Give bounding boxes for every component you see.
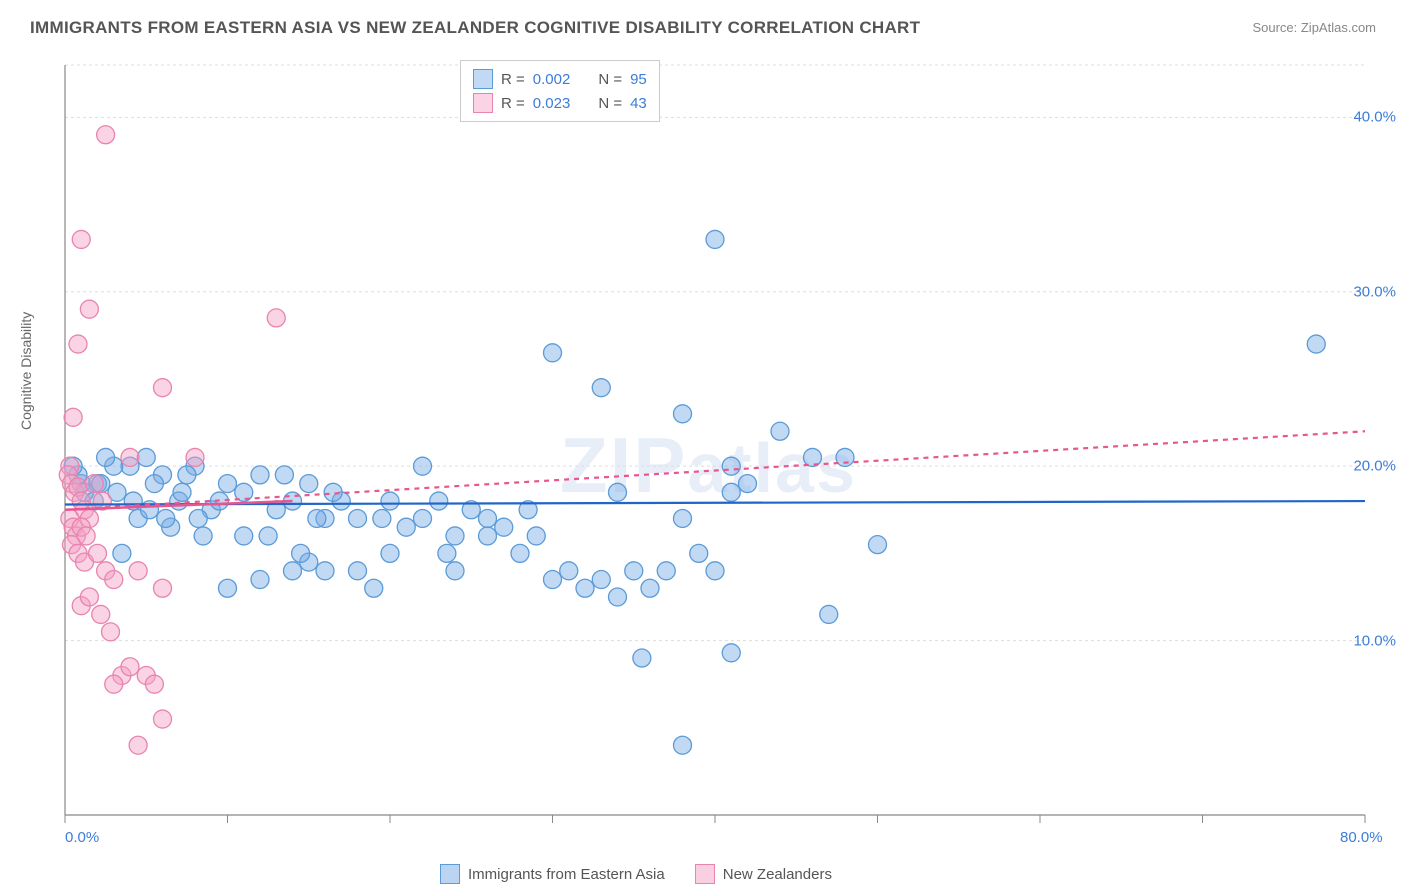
x-tick-label: 80.0% (1340, 829, 1383, 846)
chart-svg (55, 55, 1375, 825)
chart-title: IMMIGRANTS FROM EASTERN ASIA VS NEW ZEAL… (30, 18, 920, 38)
legend-stats: R = 0.002 N = 95 R = 0.023 N = 43 (460, 60, 660, 122)
r-label: R = (501, 71, 525, 88)
y-axis-label: Cognitive Disability (18, 312, 34, 430)
n-value: 43 (630, 95, 647, 112)
y-tick-label: 10.0% (1353, 632, 1396, 649)
y-tick-label: 40.0% (1353, 109, 1396, 126)
n-label: N = (598, 95, 622, 112)
legend-stat-row: R = 0.002 N = 95 (473, 67, 647, 91)
n-label: N = (598, 71, 622, 88)
legend-swatch (695, 864, 715, 884)
legend-stat-row: R = 0.023 N = 43 (473, 91, 647, 115)
legend-swatch (473, 93, 493, 113)
legend-label: New Zealanders (723, 866, 832, 883)
r-value: 0.023 (533, 95, 571, 112)
legend-bottom: Immigrants from Eastern Asia New Zealande… (440, 864, 832, 884)
legend-item: Immigrants from Eastern Asia (440, 864, 665, 884)
legend-swatch (440, 864, 460, 884)
r-label: R = (501, 95, 525, 112)
y-tick-label: 20.0% (1353, 458, 1396, 475)
y-tick-label: 30.0% (1353, 283, 1396, 300)
legend-item: New Zealanders (695, 864, 832, 884)
x-tick-label: 0.0% (65, 829, 99, 846)
r-value: 0.002 (533, 71, 571, 88)
legend-swatch (473, 69, 493, 89)
scatter-chart (55, 55, 1375, 825)
n-value: 95 (630, 71, 647, 88)
legend-label: Immigrants from Eastern Asia (468, 866, 665, 883)
source-label: Source: ZipAtlas.com (1252, 20, 1376, 35)
